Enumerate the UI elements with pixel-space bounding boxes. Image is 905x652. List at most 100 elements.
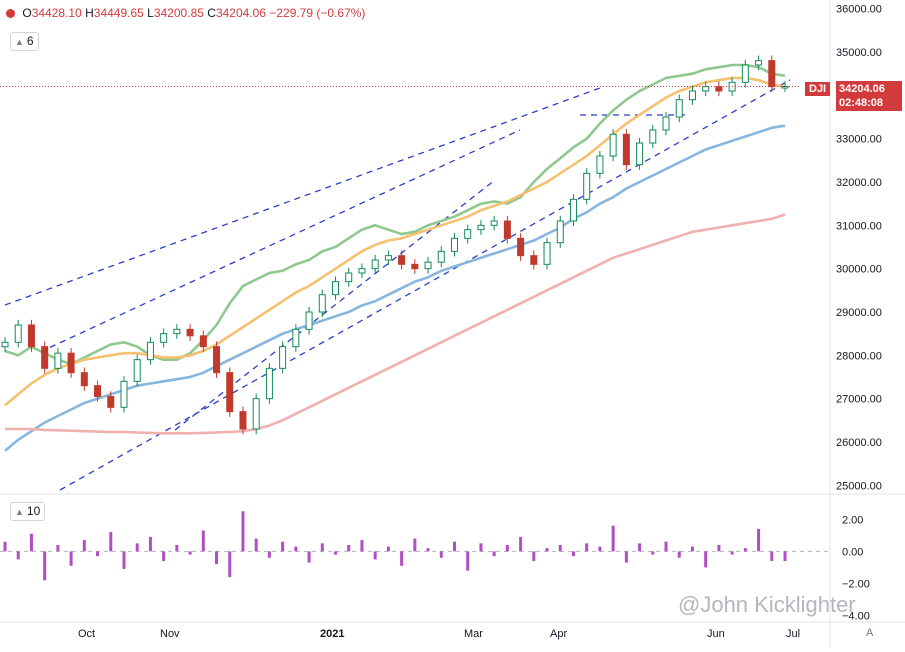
candle xyxy=(464,229,472,239)
candle xyxy=(292,328,300,348)
oscillator-bar xyxy=(334,551,338,555)
oscillator-bar xyxy=(651,551,655,555)
oscillator-bar xyxy=(109,532,113,552)
candle xyxy=(239,411,247,430)
open-label: O xyxy=(22,6,32,20)
candle xyxy=(120,380,128,408)
oscillator-bar xyxy=(770,551,774,561)
oscillator-bar xyxy=(360,540,364,552)
candle xyxy=(424,261,432,270)
candle xyxy=(556,220,564,244)
candle xyxy=(54,352,62,369)
oscillator-bar xyxy=(571,551,575,557)
oscillator-bar xyxy=(545,548,549,552)
candle xyxy=(305,311,313,330)
oscillator-bar xyxy=(492,551,496,557)
oscillator-bar xyxy=(254,538,258,552)
candle xyxy=(649,129,657,144)
price-value: 34204.06 xyxy=(839,83,885,95)
time-tick-label: Oct xyxy=(78,628,95,640)
candle xyxy=(252,398,260,430)
oscillator-bar xyxy=(783,551,787,561)
candle xyxy=(503,220,511,239)
oscillator-bar xyxy=(162,551,166,561)
oscillator-bar xyxy=(29,533,33,552)
moving-average-line xyxy=(4,76,786,407)
change-value: −229.79 (−0.67%) xyxy=(269,6,366,20)
oscillator-toggle[interactable]: ▲ 10 xyxy=(10,502,46,521)
oscillator-bar xyxy=(452,541,456,552)
time-tick-label: Jul xyxy=(786,628,800,640)
candle xyxy=(279,346,287,369)
oscillator-bar xyxy=(188,551,192,555)
candle xyxy=(411,263,419,270)
oscillator-bar xyxy=(294,546,298,552)
oscillator-bar xyxy=(148,536,152,552)
price-tick-label: 35000.00 xyxy=(836,47,882,59)
oscillator-bar xyxy=(611,525,615,552)
oscillator-bar xyxy=(466,551,470,571)
candle xyxy=(371,259,379,270)
oscillator-bar xyxy=(96,551,100,557)
oscillator-bar xyxy=(241,511,245,552)
oscillator-bar xyxy=(135,543,139,552)
oscillator-bar xyxy=(175,544,179,552)
oscillator-bar xyxy=(677,551,681,558)
candle xyxy=(94,385,102,397)
oscillator-period: 10 xyxy=(26,504,41,518)
candle xyxy=(755,60,763,66)
oscillator-bar xyxy=(400,551,404,566)
oscillator-tick-label: −4.00 xyxy=(842,611,870,623)
candle xyxy=(146,341,154,361)
price-tick-label: 28000.00 xyxy=(836,350,882,362)
oscillator-bar xyxy=(532,551,536,561)
candle xyxy=(450,237,458,252)
oscillator-bar xyxy=(690,546,694,552)
oscillator-bar xyxy=(347,544,351,552)
candle xyxy=(609,133,617,157)
price-tick-label: 25000.00 xyxy=(836,480,882,492)
indicators-toggle[interactable]: ▲ 6 xyxy=(10,32,39,51)
oscillator-bar xyxy=(479,543,483,552)
oscillator-bar xyxy=(757,528,761,552)
candle xyxy=(569,198,577,222)
candle xyxy=(213,346,221,374)
high-value: 34449.65 xyxy=(93,6,144,20)
oscillator-bar xyxy=(585,543,589,552)
oscillator-bar xyxy=(320,543,324,552)
trend-line xyxy=(59,79,791,491)
time-tick-label: Jun xyxy=(707,628,725,640)
candle xyxy=(768,60,776,88)
candle xyxy=(715,86,723,92)
candle xyxy=(345,272,353,283)
oscillator-bar xyxy=(56,544,60,552)
time-tick-label: Apr xyxy=(550,628,567,640)
oscillator-bar xyxy=(122,551,126,570)
candle xyxy=(199,335,207,348)
candle xyxy=(517,237,525,257)
candle xyxy=(596,155,604,174)
oscillator-bar xyxy=(598,546,602,552)
chevron-up-icon: ▲ xyxy=(15,37,24,47)
oscillator-bar xyxy=(267,551,271,558)
candle xyxy=(41,346,49,369)
low-label: L xyxy=(147,6,154,20)
trend-line xyxy=(39,129,521,353)
candle xyxy=(186,328,194,337)
oscillator-bar xyxy=(624,551,628,563)
eye-icon[interactable] xyxy=(6,9,15,19)
candle xyxy=(741,64,749,83)
candle xyxy=(398,255,406,265)
candle xyxy=(530,255,538,265)
oscillator-tick-label: 2.00 xyxy=(842,514,863,526)
oscillator-bar xyxy=(743,548,747,552)
auto-scale-button[interactable]: A xyxy=(866,627,874,639)
oscillator-bar xyxy=(638,543,642,552)
trend-line xyxy=(4,87,601,306)
candle xyxy=(358,268,366,274)
close-label: C xyxy=(207,6,216,20)
moving-average-line xyxy=(4,63,786,366)
price-tick-label: 27000.00 xyxy=(836,394,882,406)
